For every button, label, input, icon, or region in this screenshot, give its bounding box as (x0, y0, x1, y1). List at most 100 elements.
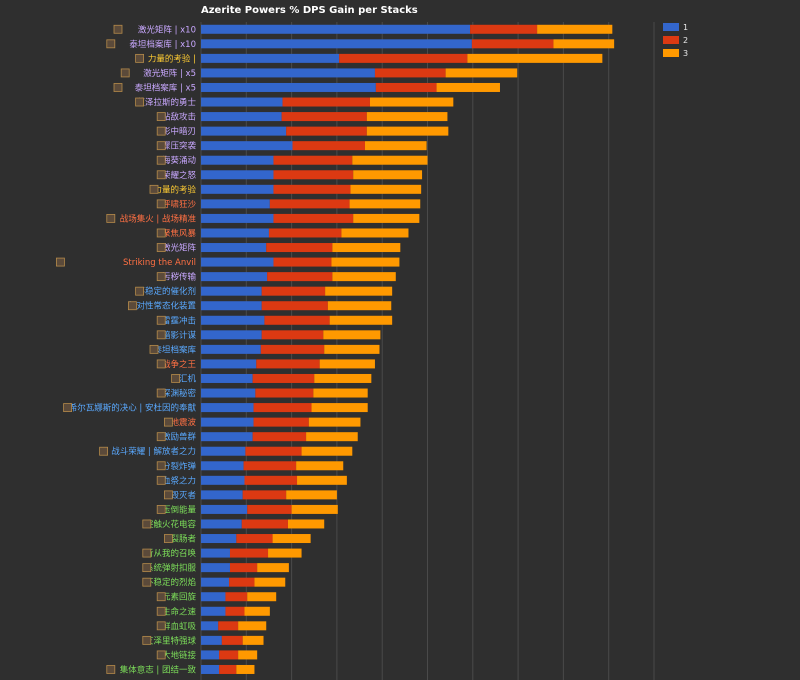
bar-segment-series-3 (244, 606, 270, 616)
spell-icon (163, 490, 173, 500)
spell-icon (142, 519, 152, 529)
bar-segment-series-3 (325, 286, 393, 296)
bar-segment-series-3 (236, 664, 255, 674)
spell-icon (99, 446, 108, 456)
spell-icon (156, 315, 166, 325)
category-label: 泰坦档案库 | x5 (135, 82, 196, 93)
category-label: 聚焦风暴 (162, 228, 197, 239)
bar-segment-series-2 (292, 141, 365, 151)
legend-label: 3 (683, 49, 688, 58)
bar-segment-series-1 (201, 126, 287, 136)
bar-segment-series-1 (201, 577, 230, 587)
category-label: 骤压突袭 (162, 141, 197, 152)
bar-segment-series-2 (245, 446, 302, 456)
bar-segment-series-2 (267, 272, 333, 282)
spell-icon (106, 665, 116, 674)
bar-segment-series-1 (201, 344, 261, 354)
bar-segment-series-1 (201, 534, 237, 544)
category-label: 分裂炸弹 (162, 461, 197, 472)
legend: 1 2 3 (663, 23, 688, 58)
category-label: 泰坦档案库 | x10 (129, 39, 196, 50)
category-labels: 激光矩阵 | x10 泰坦档案库 | x10 力量的考验 | 激光矩阵 | x5 泰坦档… (56, 24, 196, 675)
bar-segment-series-2 (243, 461, 297, 471)
category-label: 相对性常态化装置 (128, 301, 197, 312)
category-label: 艾泽拉斯的勇士 (136, 97, 196, 108)
bar-segment-series-3 (332, 243, 401, 253)
category-label: 希尔瓦娜斯的决心 | 安杜因的奉献 (69, 403, 197, 414)
category-label: 呼啸狂沙 (162, 199, 197, 210)
category-label: 暗影计谋 (162, 330, 197, 341)
bar-segment-series-1 (201, 228, 269, 238)
bar-segment-series-2 (252, 432, 307, 442)
spell-icon (156, 112, 166, 121)
bar-segment-series-1 (201, 446, 246, 456)
bar-segment-series-2 (229, 563, 258, 573)
category-label: 激光矩阵 | x5 (143, 68, 196, 79)
bar-segment-series-1 (201, 330, 262, 340)
category-label: 毁灭者 (170, 491, 196, 501)
spell-icon (156, 126, 166, 136)
bar-segment-series-1 (201, 432, 253, 442)
category-label: Striking the Anvil (123, 258, 196, 268)
bar-segment-series-1 (201, 592, 226, 602)
spell-icon (156, 272, 166, 282)
spell-icon (63, 403, 72, 412)
bar-segment-series-2 (247, 504, 292, 514)
spell-icon (120, 68, 130, 78)
bar-segment-series-3 (238, 621, 267, 631)
bar-segment-series-3 (306, 432, 358, 442)
bar-segment-series-3 (369, 97, 454, 107)
bar-segment-series-3 (308, 417, 361, 427)
bar-segment-series-1 (201, 112, 282, 122)
category-label: 鲜血虹吸 (162, 621, 197, 632)
bar-segment-series-2 (282, 97, 370, 107)
bar-segment-series-2 (273, 155, 353, 165)
bar-segment-series-2 (339, 53, 468, 63)
category-label: 集体意志 | 团结一致 (120, 664, 197, 675)
spell-icon (163, 417, 173, 427)
spell-icon (156, 199, 166, 209)
bar-segment-series-3 (287, 519, 325, 529)
bar-segment-series-3 (349, 199, 421, 209)
category-label: 荣耀之怒 (162, 170, 197, 181)
spell-icon (156, 475, 166, 485)
spell-icon (156, 330, 166, 340)
spell-icon (156, 606, 166, 616)
bar-segment-series-3 (238, 650, 258, 660)
spell-icon (106, 39, 116, 49)
category-label: 深渊秘密 (162, 388, 197, 399)
bar-segment-series-1 (201, 664, 220, 674)
category-label: 压倒能量 (162, 504, 197, 515)
bar-segment-series-1 (201, 373, 253, 383)
bar-segment-series-2 (256, 359, 320, 369)
spell-icon (142, 577, 152, 587)
bar-segment-series-3 (311, 403, 368, 413)
category-label: 系统弹射扣服 (145, 563, 197, 574)
bar-segment-series-2 (273, 184, 351, 194)
bar-segment-series-3 (327, 301, 392, 311)
bar-segment-series-1 (201, 155, 274, 165)
bar-segment-series-1 (201, 243, 267, 253)
bar-segment-series-3 (329, 315, 393, 325)
spell-icon (142, 635, 152, 645)
bar-segment-series-2 (286, 126, 367, 136)
bar-segment-series-3 (366, 112, 448, 122)
bar-segment-series-2 (244, 475, 298, 485)
category-label: 听从我的召唤 (145, 548, 197, 559)
bar-segment-series-2 (471, 39, 554, 49)
category-label: 战场集火 | 战场精准 (120, 213, 197, 224)
category-label: 雷霆冲击 (162, 315, 196, 326)
category-label: 元素回旋 (162, 592, 197, 603)
bar-segment-series-1 (201, 650, 220, 660)
spell-icon (156, 432, 166, 442)
bar-segment-series-3 (247, 592, 277, 602)
bar-segment-series-1 (201, 315, 265, 325)
bar-segment-series-3 (350, 184, 422, 194)
bar-segment-series-2 (255, 388, 314, 398)
bar-segment-series-2 (253, 417, 309, 427)
spell-icon (156, 592, 166, 602)
bar-segment-series-3 (297, 475, 347, 485)
bar-segment-series-2 (261, 301, 328, 311)
bar-segment-series-2 (218, 621, 239, 631)
bar-segment-series-2 (264, 315, 330, 325)
